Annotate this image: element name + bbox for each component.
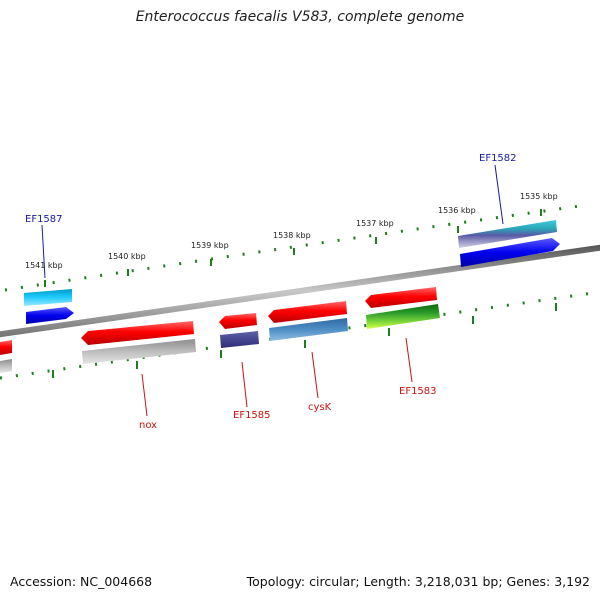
tick-label: 1536 kbp xyxy=(438,206,476,215)
leader-nox xyxy=(141,373,148,417)
feature-nox-arrow[interactable] xyxy=(81,321,194,345)
tick-label: 1539 kbp xyxy=(191,241,229,250)
feature-ef1582-arrow[interactable] xyxy=(460,238,560,267)
feature-cysk-steel[interactable] xyxy=(269,318,348,341)
map-title: Enterococcus faecalis V583, complete gen… xyxy=(135,9,465,25)
feature-ef1587-cyan[interactable] xyxy=(24,289,72,306)
feature-left-edge-red[interactable] xyxy=(0,340,12,355)
gene-label-ef1587[interactable]: EF1587 xyxy=(25,214,63,225)
feature-ef1583-arrow[interactable] xyxy=(365,287,437,308)
gene-label-nox[interactable]: nox xyxy=(139,420,157,431)
forward-minor-ticks xyxy=(4,204,581,292)
feature-nox-grey[interactable] xyxy=(82,339,196,364)
tick-label: 1537 kbp xyxy=(356,219,394,228)
gene-label-ef1585[interactable]: EF1585 xyxy=(233,410,271,421)
leader-ef1587 xyxy=(41,224,46,279)
accession-text: Accession: NC_004668 xyxy=(10,574,153,589)
feature-left-edge-grey[interactable] xyxy=(0,359,12,373)
gene-label-ef1582[interactable]: EF1582 xyxy=(479,153,517,164)
feature-ef1582-band[interactable] xyxy=(458,220,557,248)
feature-ef1585-arrow[interactable] xyxy=(219,313,257,329)
forward-tick-row xyxy=(4,204,581,292)
feature-ef1583-green[interactable] xyxy=(366,304,440,329)
genome-backbone xyxy=(0,244,600,338)
reverse-features xyxy=(0,287,440,373)
tick-label: 1540 kbp xyxy=(108,252,146,261)
tick-label: 1538 kbp xyxy=(273,231,311,240)
label-leaders xyxy=(41,164,504,417)
leader-cysk xyxy=(311,351,319,399)
leader-ef1582 xyxy=(494,164,504,225)
tick-label: 1535 kbp xyxy=(520,192,558,201)
gene-label-cysk[interactable]: cysK xyxy=(308,402,332,413)
feature-cysk-arrow[interactable] xyxy=(268,301,347,323)
feature-ef1585-indigo[interactable] xyxy=(220,331,259,348)
leader-ef1585 xyxy=(241,361,248,408)
feature-ef1587-arrow[interactable] xyxy=(26,307,74,324)
forward-features xyxy=(24,220,560,324)
gene-label-ef1583[interactable]: EF1583 xyxy=(399,386,437,397)
reverse-tick-row xyxy=(0,290,600,380)
genome-stats-text: Topology: circular; Length: 3,218,031 bp… xyxy=(246,574,590,589)
gene-labels: EF1582 EF1587 nox EF1585 cysK EF1583 xyxy=(25,153,517,431)
leader-ef1583 xyxy=(405,337,413,383)
